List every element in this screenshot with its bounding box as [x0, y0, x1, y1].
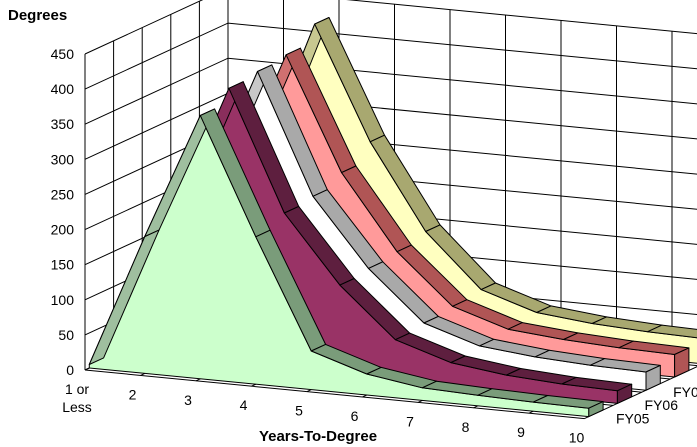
x-tick-label: 4	[240, 397, 248, 413]
y-tick-label: 250	[51, 186, 75, 202]
floor-gridline	[84, 369, 585, 420]
series-layer	[88, 17, 697, 418]
series-end-cap	[616, 383, 633, 404]
x-tick-label: 7	[406, 413, 414, 429]
y-tick-label: 100	[51, 292, 75, 308]
y-tick-label: 0	[66, 362, 74, 378]
y-gridline	[84, 57, 697, 125]
series-label-fy06: FY06	[645, 397, 679, 413]
y-axis-title: Degrees	[8, 7, 67, 24]
y-tick-label: 350	[51, 116, 75, 132]
series-segment	[647, 324, 697, 339]
series-end-cap	[588, 401, 604, 418]
series-label-fy05: FY05	[616, 410, 650, 426]
series-end-cap	[645, 364, 661, 391]
x-tick-label: 2	[129, 386, 137, 402]
series-end-cap	[674, 347, 690, 378]
series-fy05	[88, 108, 604, 418]
series-label-fy07: FY07	[673, 384, 697, 400]
y-tick-label: 450	[51, 46, 75, 62]
y-tick-label: 300	[51, 151, 75, 167]
x-tick-label: 3	[184, 392, 192, 408]
y-tick-label: 400	[51, 81, 75, 97]
x-tick-label: 5	[295, 403, 303, 419]
x-tick-label: 9	[517, 424, 525, 440]
y-gridline	[84, 0, 697, 55]
y-tick-label: 150	[51, 257, 75, 273]
x-tick-label: 6	[351, 408, 359, 424]
x-tick-label: 10	[569, 430, 585, 446]
x-tick-label: 1 or Less	[62, 381, 92, 415]
y-tick-label: 50	[58, 327, 74, 343]
x-tick-label: 8	[462, 419, 470, 435]
y-tick-label: 200	[51, 222, 75, 238]
y-gridline	[84, 22, 697, 90]
x-axis-title: Years-To-Degree	[259, 428, 377, 445]
axis-layer: 0 50 100 150 200 250 300 350 400 450 1 or Less 2 3 4 5 6…	[51, 46, 697, 446]
